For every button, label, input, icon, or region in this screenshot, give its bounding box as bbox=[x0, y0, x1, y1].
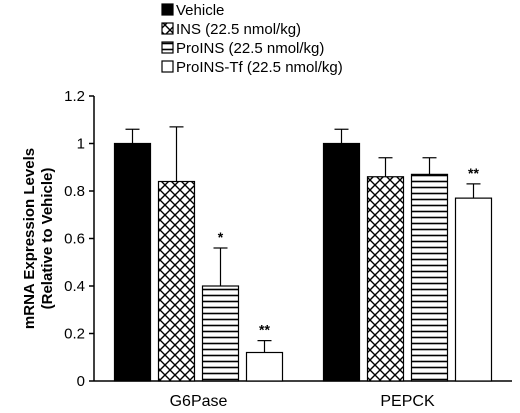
bar bbox=[366, 176, 405, 382]
bar bbox=[322, 142, 361, 382]
y-tick-label: 0 bbox=[77, 373, 85, 390]
significance-marker: ** bbox=[259, 322, 270, 338]
y-axis-title-line: mRNA Expression Levels bbox=[21, 148, 38, 329]
bar bbox=[454, 197, 493, 382]
y-axis-label: mRNA Expression Levels (Relative to Vehic… bbox=[21, 148, 56, 329]
legend-item: Vehicle bbox=[161, 2, 224, 19]
x-tick-label: PEPCK bbox=[380, 393, 435, 410]
legend-swatch bbox=[161, 3, 174, 16]
legend-item: ProINS-Tf (22.5 nmol/kg) bbox=[161, 59, 343, 76]
bar-group-pepck: ** PEPCK bbox=[322, 128, 493, 410]
y-tick-label: 0.4 bbox=[64, 278, 85, 295]
legend: Vehicle INS (22.5 nmol/kg) ProINS (22.5 nm… bbox=[161, 2, 343, 76]
y-tick-label: 0.2 bbox=[64, 326, 85, 343]
legend-label: ProINS (22.5 nmol/kg) bbox=[176, 40, 324, 57]
y-tick-label: 1.2 bbox=[64, 88, 85, 105]
legend-label: INS (22.5 nmol/kg) bbox=[176, 21, 301, 38]
y-tick-label: 0.8 bbox=[64, 183, 85, 200]
bar bbox=[245, 351, 284, 382]
bar bbox=[157, 180, 196, 382]
bar bbox=[113, 142, 152, 382]
legend-label: Vehicle bbox=[176, 2, 224, 19]
bar-group-g6pase: ***G6Pase bbox=[113, 126, 284, 410]
y-tick-label: 0.6 bbox=[64, 231, 85, 248]
legend-swatch bbox=[161, 60, 174, 73]
x-tick-label: G6Pase bbox=[170, 393, 228, 410]
y-axis-title-line: (Relative to Vehicle) bbox=[39, 168, 56, 310]
bar bbox=[201, 285, 240, 382]
legend-swatch bbox=[161, 41, 174, 54]
bar bbox=[410, 173, 449, 382]
legend-item: ProINS (22.5 nmol/kg) bbox=[161, 40, 324, 57]
legend-label: ProINS-Tf (22.5 nmol/kg) bbox=[176, 59, 343, 76]
significance-marker: ** bbox=[468, 165, 479, 181]
y-tick-label: 1 bbox=[77, 136, 85, 153]
legend-item: INS (22.5 nmol/kg) bbox=[161, 21, 301, 38]
legend-swatch bbox=[161, 22, 174, 35]
bars: ***G6Pase**PEPCK bbox=[113, 126, 493, 410]
significance-marker: * bbox=[218, 229, 224, 245]
